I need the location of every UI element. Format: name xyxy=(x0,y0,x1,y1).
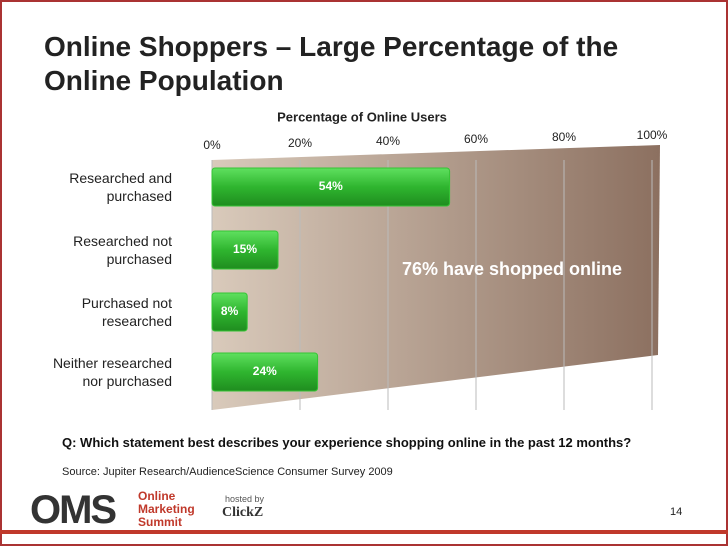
x-tick-label: 60% xyxy=(464,132,488,146)
value-label: 8% xyxy=(221,304,239,318)
question: Q: Which statement best describes your e… xyxy=(62,435,632,450)
footer-rule xyxy=(0,530,728,534)
bar xyxy=(211,352,319,392)
value-label: 24% xyxy=(253,364,277,378)
bar xyxy=(211,292,248,332)
category-label: Neither researched nor purchased xyxy=(52,355,172,389)
x-tick-label: 0% xyxy=(203,138,221,152)
x-tick-label: 100% xyxy=(637,128,668,142)
hosted-by: hosted by xyxy=(225,494,265,504)
category-label: Purchased not researched xyxy=(81,295,172,329)
page-number: 14 xyxy=(670,506,683,518)
slide-title: Online Shoppers – Large Percentage of th… xyxy=(44,31,619,96)
logo: OMS xyxy=(30,488,117,532)
bar xyxy=(211,167,451,207)
host: ClickZ xyxy=(222,505,264,520)
value-label: 54% xyxy=(319,179,343,193)
x-tick-label: 20% xyxy=(288,136,312,150)
bar xyxy=(211,230,279,270)
x-tick-label: 80% xyxy=(552,130,576,144)
annotation: 76% have shopped online xyxy=(402,259,622,279)
x-tick-label: 40% xyxy=(376,134,400,148)
source: Source: Jupiter Research/AudienceScience… xyxy=(62,466,393,478)
category-label: Researched and purchased xyxy=(69,170,172,204)
logo-text: Online Marketing Summit xyxy=(138,489,195,529)
axis-title: Percentage of Online Users xyxy=(277,109,447,124)
value-label: 15% xyxy=(233,242,257,256)
plot-panel xyxy=(212,145,660,410)
category-label: Researched not purchased xyxy=(73,233,172,267)
